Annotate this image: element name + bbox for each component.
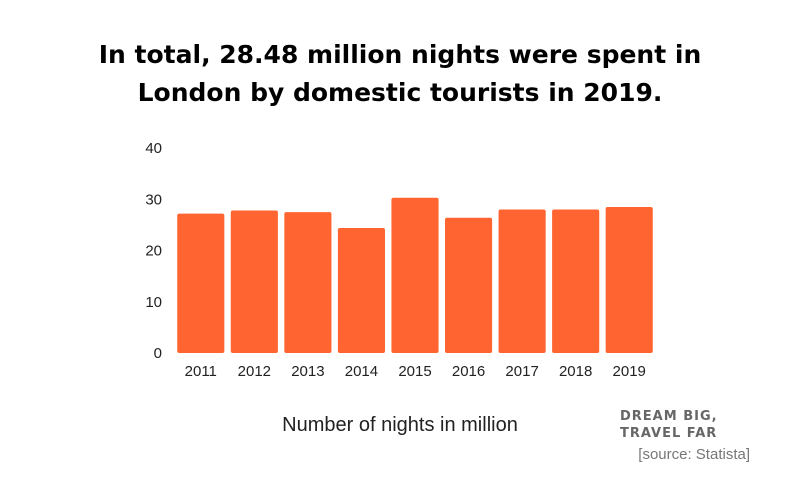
chart-title: In total, 28.48 million nights were spen… [0, 36, 800, 112]
bar [337, 227, 386, 353]
chart-title-line-2: London by domestic tourists in 2019. [137, 78, 663, 107]
y-tick-label: 0 [154, 345, 162, 362]
chart-title-line-1: In total, 28.48 million nights were spen… [98, 40, 702, 69]
x-tick-label: 2011 [185, 363, 217, 380]
x-axis-label: Number of nights in million [282, 414, 518, 436]
x-tick-label: 2015 [398, 363, 431, 380]
bar [284, 212, 332, 353]
brand-line-2: TRAVEL FAR [620, 426, 718, 441]
source-note: [source: Statista] [638, 446, 750, 463]
x-tick-label: 2017 [505, 363, 538, 380]
brand-line-1: DREAM BIG, [620, 409, 718, 424]
bar [177, 213, 225, 353]
bar [552, 209, 600, 353]
brand-logo-text: DREAM BIG, TRAVEL FAR [620, 408, 760, 442]
bar [605, 207, 653, 353]
bar [498, 209, 546, 353]
bar [444, 217, 493, 353]
x-tick-label: 2019 [613, 363, 646, 380]
x-tick-label: 2018 [559, 363, 592, 380]
y-tick-label: 30 [145, 191, 162, 208]
y-tick-label: 40 [145, 140, 162, 157]
bar [230, 210, 278, 353]
y-tick-label: 20 [145, 243, 162, 260]
bar [391, 197, 439, 353]
x-tick-label: 2014 [345, 363, 378, 380]
x-tick-label: 2016 [452, 363, 485, 380]
x-tick-label: 2013 [291, 363, 324, 380]
y-tick-label: 10 [145, 294, 162, 311]
x-tick-label: 2012 [238, 363, 271, 380]
